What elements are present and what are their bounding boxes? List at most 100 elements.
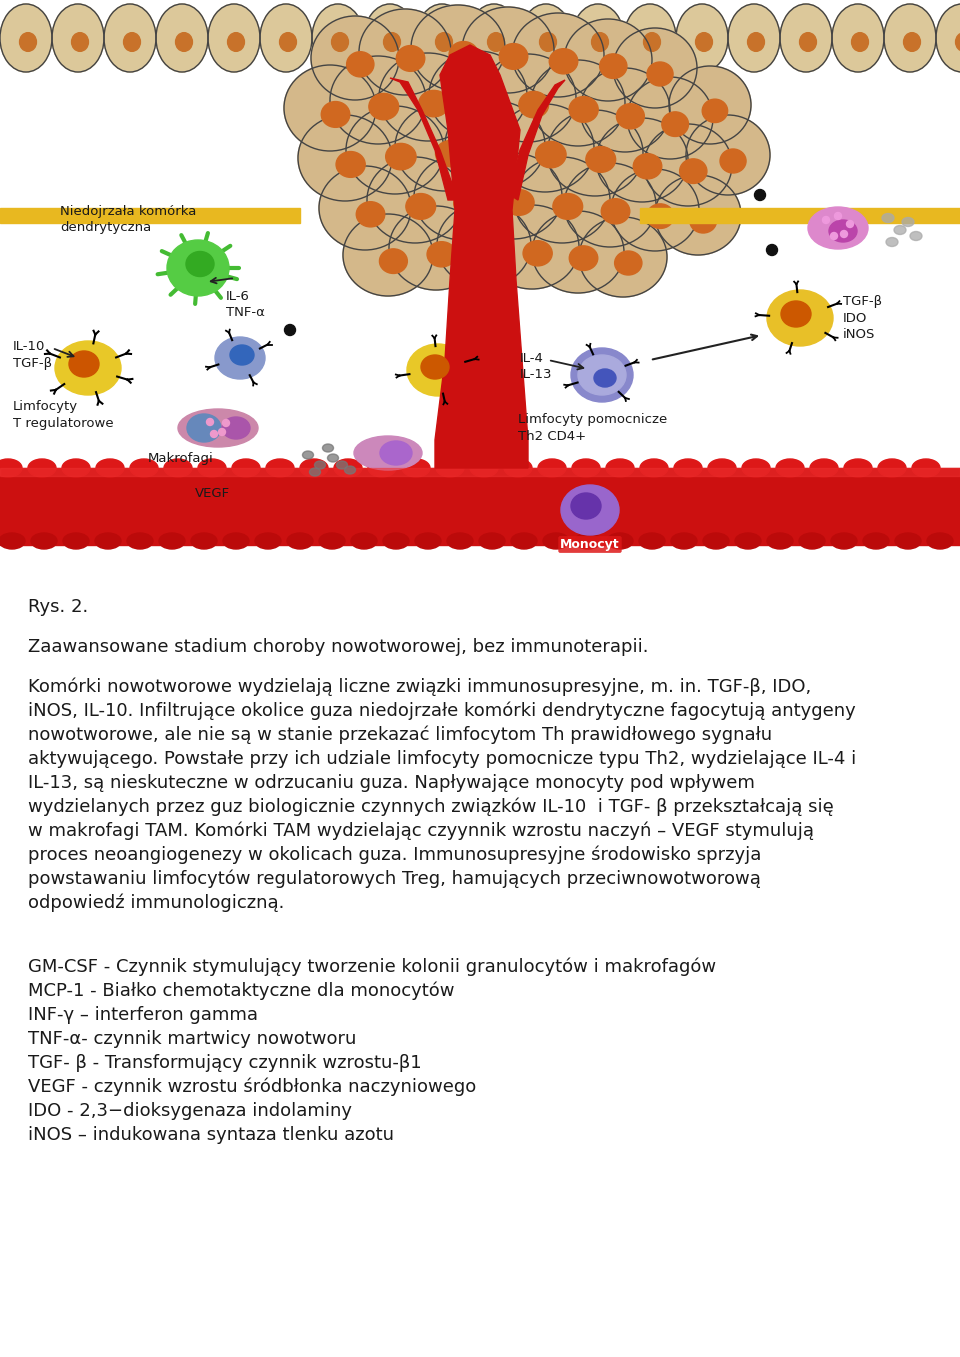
Text: Niedojrzała komórka
dendrytyczna: Niedojrzała komórka dendrytyczna (60, 205, 197, 235)
Ellipse shape (260, 4, 312, 72)
Text: IL-13, są nieskuteczne w odrzucaniu guza. Napływające monocyty pod wpływem: IL-13, są nieskuteczne w odrzucaniu guza… (28, 773, 755, 792)
Ellipse shape (543, 533, 569, 550)
Ellipse shape (345, 465, 355, 474)
Ellipse shape (564, 19, 652, 100)
Text: iNOS, IL-10. Infiltrujące okolice guza niedojrzałe komórki dendrytyczne fagocytu: iNOS, IL-10. Infiltrujące okolice guza n… (28, 702, 855, 721)
Ellipse shape (379, 53, 477, 141)
Text: aktywującego. Powstałe przy ich udziale limfocyty pomocnicze typu Th2, wydzielaj: aktywującego. Powstałe przy ich udziale … (28, 750, 856, 768)
Ellipse shape (606, 459, 634, 478)
Ellipse shape (903, 33, 921, 52)
Ellipse shape (356, 202, 385, 227)
Polygon shape (435, 45, 528, 468)
Circle shape (219, 429, 226, 436)
Ellipse shape (829, 220, 857, 242)
Ellipse shape (776, 459, 804, 478)
Text: Rys. 2.: Rys. 2. (28, 598, 88, 616)
Circle shape (284, 324, 296, 335)
Ellipse shape (411, 5, 505, 91)
Ellipse shape (910, 232, 922, 240)
Ellipse shape (215, 337, 265, 379)
Text: IDO - 2,3−dioksygenaza indolaminy: IDO - 2,3−dioksygenaza indolaminy (28, 1102, 352, 1120)
Ellipse shape (62, 459, 90, 478)
Ellipse shape (912, 459, 940, 478)
Ellipse shape (367, 157, 463, 243)
Ellipse shape (445, 100, 545, 189)
Ellipse shape (462, 7, 554, 94)
Ellipse shape (429, 52, 527, 138)
Ellipse shape (572, 459, 600, 478)
Text: IL-4
IL-13: IL-4 IL-13 (520, 351, 553, 381)
Ellipse shape (416, 4, 468, 72)
Ellipse shape (594, 369, 616, 387)
Ellipse shape (407, 345, 469, 396)
Ellipse shape (327, 455, 339, 461)
Ellipse shape (419, 91, 449, 117)
Ellipse shape (485, 205, 579, 289)
Ellipse shape (644, 123, 732, 206)
Text: w makrofagi TAM. Komórki TAM wydzielając czyynnik wzrostu naczyń – VEGF stymuluj: w makrofagi TAM. Komórki TAM wydzielając… (28, 822, 814, 840)
Ellipse shape (402, 459, 430, 478)
Ellipse shape (191, 533, 217, 550)
Ellipse shape (386, 144, 416, 170)
Ellipse shape (596, 118, 688, 202)
Ellipse shape (164, 459, 192, 478)
Ellipse shape (470, 459, 498, 478)
Ellipse shape (767, 533, 793, 550)
Ellipse shape (384, 33, 400, 52)
Polygon shape (510, 80, 565, 199)
Ellipse shape (223, 533, 249, 550)
Ellipse shape (447, 533, 473, 550)
Circle shape (766, 244, 778, 255)
Ellipse shape (882, 213, 894, 223)
Ellipse shape (228, 33, 245, 52)
Bar (640, 208, 960, 223)
Ellipse shape (504, 190, 534, 216)
Ellipse shape (702, 99, 728, 122)
Ellipse shape (572, 4, 624, 72)
Ellipse shape (927, 533, 953, 550)
Ellipse shape (561, 484, 619, 535)
Ellipse shape (575, 533, 601, 550)
Ellipse shape (255, 533, 281, 550)
Ellipse shape (499, 43, 528, 69)
Text: VEGF: VEGF (195, 487, 230, 499)
Ellipse shape (831, 533, 857, 550)
Ellipse shape (624, 4, 676, 72)
Ellipse shape (553, 194, 583, 220)
Ellipse shape (601, 198, 630, 224)
Text: Zaawansowane stadium choroby nowotworowej, bez immunoterapii.: Zaawansowane stadium choroby nowotworowe… (28, 638, 649, 655)
Text: proces neoangiogenezy w okolicach guza. Immunosupresyjne środowisko sprzyja: proces neoangiogenezy w okolicach guza. … (28, 845, 761, 864)
Ellipse shape (564, 163, 656, 247)
Ellipse shape (690, 209, 716, 233)
Ellipse shape (748, 33, 764, 52)
Ellipse shape (319, 533, 345, 550)
Ellipse shape (579, 217, 667, 297)
Ellipse shape (894, 225, 906, 235)
Ellipse shape (696, 33, 712, 52)
Ellipse shape (380, 441, 412, 465)
Ellipse shape (127, 533, 153, 550)
Ellipse shape (600, 54, 627, 79)
Ellipse shape (536, 141, 566, 168)
Ellipse shape (395, 103, 495, 191)
Ellipse shape (330, 56, 426, 144)
Ellipse shape (309, 468, 321, 476)
Ellipse shape (703, 533, 729, 550)
Bar (0, 468, 960, 546)
Ellipse shape (640, 459, 668, 478)
Ellipse shape (512, 14, 604, 96)
Ellipse shape (95, 533, 121, 550)
Text: odpowiedź immunologiczną.: odpowiedź immunologiczną. (28, 894, 284, 912)
Text: Limfocyty
T regulatorowe: Limfocyty T regulatorowe (13, 400, 113, 430)
Ellipse shape (643, 33, 660, 52)
Text: MCP-1 - Białko chemotaktyczne dla monocytów: MCP-1 - Białko chemotaktyczne dla monocy… (28, 982, 454, 1000)
Ellipse shape (346, 106, 444, 194)
Circle shape (830, 232, 837, 239)
Ellipse shape (369, 94, 398, 119)
Ellipse shape (549, 49, 578, 73)
Ellipse shape (302, 451, 314, 459)
Ellipse shape (298, 115, 392, 201)
Ellipse shape (523, 240, 552, 266)
Ellipse shape (708, 459, 736, 478)
Ellipse shape (427, 242, 456, 267)
